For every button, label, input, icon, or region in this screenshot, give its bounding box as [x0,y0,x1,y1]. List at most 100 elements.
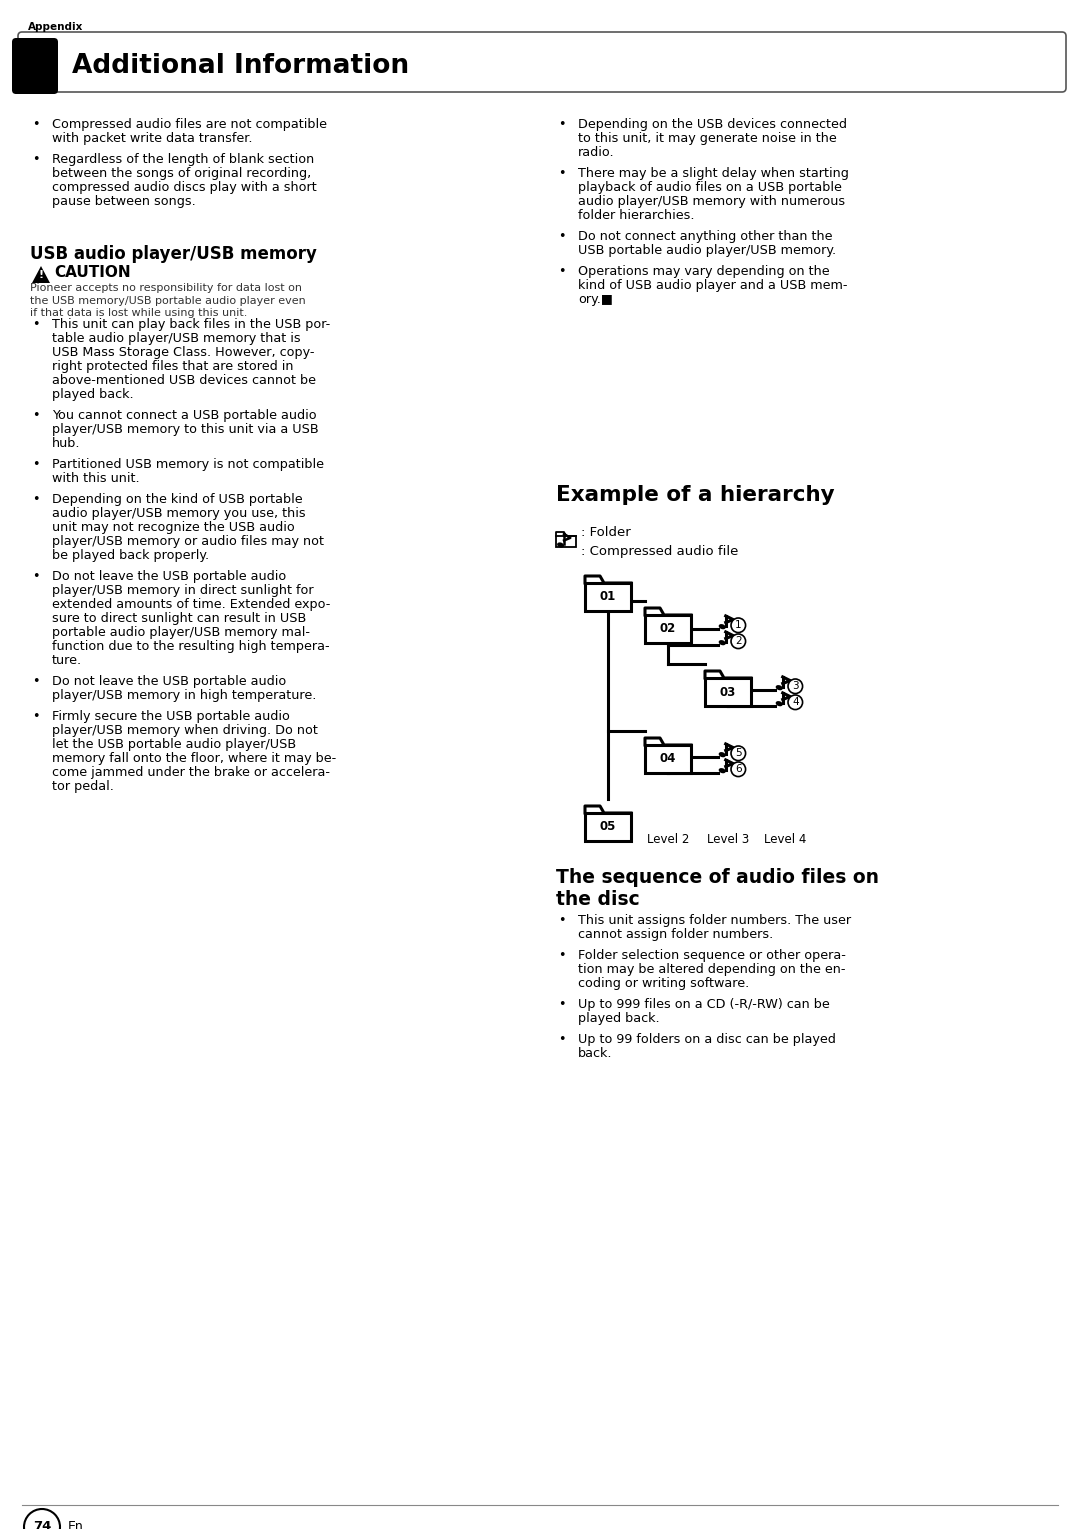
Text: folder hierarchies.: folder hierarchies. [578,209,694,222]
Circle shape [731,618,745,633]
Text: •: • [558,998,566,1011]
Circle shape [731,746,745,760]
Text: 5: 5 [735,748,742,758]
Text: audio player/USB memory with numerous: audio player/USB memory with numerous [578,196,846,208]
Text: •: • [558,265,566,278]
Text: ory.■: ory.■ [578,294,612,306]
FancyBboxPatch shape [12,38,58,93]
Text: •: • [32,709,40,723]
Text: if that data is lost while using this unit.: if that data is lost while using this un… [30,307,247,318]
Text: Do not leave the USB portable audio: Do not leave the USB portable audio [52,674,286,688]
Ellipse shape [718,624,726,630]
Polygon shape [32,266,50,283]
Text: Depending on the USB devices connected: Depending on the USB devices connected [578,118,847,131]
Text: This unit assigns folder numbers. The user: This unit assigns folder numbers. The us… [578,914,851,927]
Text: playback of audio files on a USB portable: playback of audio files on a USB portabl… [578,180,842,194]
Circle shape [24,1509,60,1529]
Text: The sequence of audio files on
the disc: The sequence of audio files on the disc [556,868,879,910]
FancyBboxPatch shape [585,813,631,841]
Circle shape [788,696,802,709]
Ellipse shape [557,543,564,547]
Text: •: • [558,950,566,962]
Text: above-mentioned USB devices cannot be: above-mentioned USB devices cannot be [52,375,316,387]
Text: sure to direct sunlight can result in USB: sure to direct sunlight can result in US… [52,612,307,625]
Text: right protected files that are stored in: right protected files that are stored in [52,359,294,373]
Text: played back.: played back. [578,1012,660,1024]
Text: be played back properly.: be played back properly. [52,549,210,563]
Text: Folder selection sequence or other opera-: Folder selection sequence or other opera… [578,950,846,962]
Ellipse shape [775,702,783,706]
Text: unit may not recognize the USB audio: unit may not recognize the USB audio [52,521,295,534]
Text: back.: back. [578,1047,612,1060]
Circle shape [731,761,745,777]
FancyBboxPatch shape [585,583,631,612]
Text: 4: 4 [792,697,798,708]
FancyBboxPatch shape [645,745,691,774]
Text: Firmly secure the USB portable audio: Firmly secure the USB portable audio [52,709,289,723]
Text: with packet write data transfer.: with packet write data transfer. [52,131,253,145]
Circle shape [788,679,802,694]
FancyBboxPatch shape [645,615,691,644]
Circle shape [731,635,745,648]
Text: •: • [32,408,40,422]
Text: Operations may vary depending on the: Operations may vary depending on the [578,265,829,278]
Text: extended amounts of time. Extended expo-: extended amounts of time. Extended expo- [52,598,330,612]
Text: This unit can play back files in the USB por-: This unit can play back files in the USB… [52,318,330,330]
Text: Up to 99 folders on a disc can be played: Up to 99 folders on a disc can be played [578,1034,836,1046]
Text: with this unit.: with this unit. [52,472,139,485]
Text: memory fall onto the floor, where it may be-: memory fall onto the floor, where it may… [52,752,336,764]
Text: player/USB memory in high temperature.: player/USB memory in high temperature. [52,690,316,702]
Text: : Folder: : Folder [581,526,631,538]
Text: 01: 01 [599,590,616,604]
Ellipse shape [718,641,726,645]
Text: !: ! [39,271,43,280]
Text: 03: 03 [720,685,737,699]
Text: Appendix: Appendix [28,21,83,32]
Text: •: • [32,674,40,688]
Text: •: • [558,914,566,927]
Text: Level 2: Level 2 [647,833,689,846]
Text: USB audio player/USB memory: USB audio player/USB memory [30,245,316,263]
Text: played back.: played back. [52,388,134,401]
Text: 74: 74 [32,1520,51,1529]
Text: Do not connect anything other than the: Do not connect anything other than the [578,229,833,243]
Text: compressed audio discs play with a short: compressed audio discs play with a short [52,180,316,194]
Text: Additional Information: Additional Information [72,54,409,80]
Text: •: • [32,153,40,167]
FancyBboxPatch shape [18,32,1066,92]
Text: Up to 999 files on a CD (-R/-RW) can be: Up to 999 files on a CD (-R/-RW) can be [578,998,829,1011]
Text: tion may be altered depending on the en-: tion may be altered depending on the en- [578,963,846,976]
Text: Regardless of the length of blank section: Regardless of the length of blank sectio… [52,153,314,167]
Text: •: • [558,229,566,243]
Text: portable audio player/USB memory mal-: portable audio player/USB memory mal- [52,625,310,639]
Text: between the songs of original recording,: between the songs of original recording, [52,167,311,180]
Text: player/USB memory in direct sunlight for: player/USB memory in direct sunlight for [52,584,313,596]
Text: 3: 3 [792,682,798,691]
Text: USB Mass Storage Class. However, copy-: USB Mass Storage Class. However, copy- [52,346,314,359]
Text: to this unit, it may generate noise in the: to this unit, it may generate noise in t… [578,131,837,145]
Text: •: • [32,318,40,330]
Text: kind of USB audio player and a USB mem-: kind of USB audio player and a USB mem- [578,278,848,292]
Text: coding or writing software.: coding or writing software. [578,977,750,989]
Text: •: • [32,459,40,471]
Text: ture.: ture. [52,654,82,667]
Text: 1: 1 [735,621,742,630]
Text: tor pedal.: tor pedal. [52,780,113,794]
Text: 04: 04 [660,752,676,766]
Text: table audio player/USB memory that is: table audio player/USB memory that is [52,332,300,346]
Text: •: • [558,118,566,131]
Text: audio player/USB memory you use, this: audio player/USB memory you use, this [52,508,306,520]
Text: You cannot connect a USB portable audio: You cannot connect a USB portable audio [52,408,316,422]
Text: •: • [32,492,40,506]
Text: Pioneer accepts no responsibility for data lost on: Pioneer accepts no responsibility for da… [30,283,302,294]
Text: Do not leave the USB portable audio: Do not leave the USB portable audio [52,570,286,583]
Text: Level 1: Level 1 [586,833,630,846]
Text: player/USB memory to this unit via a USB: player/USB memory to this unit via a USB [52,424,319,436]
Text: cannot assign folder numbers.: cannot assign folder numbers. [578,928,773,940]
Text: •: • [558,167,566,180]
Text: •: • [32,570,40,583]
Text: pause between songs.: pause between songs. [52,196,195,208]
Ellipse shape [775,685,783,690]
FancyBboxPatch shape [705,677,751,706]
Text: 2: 2 [735,636,742,647]
